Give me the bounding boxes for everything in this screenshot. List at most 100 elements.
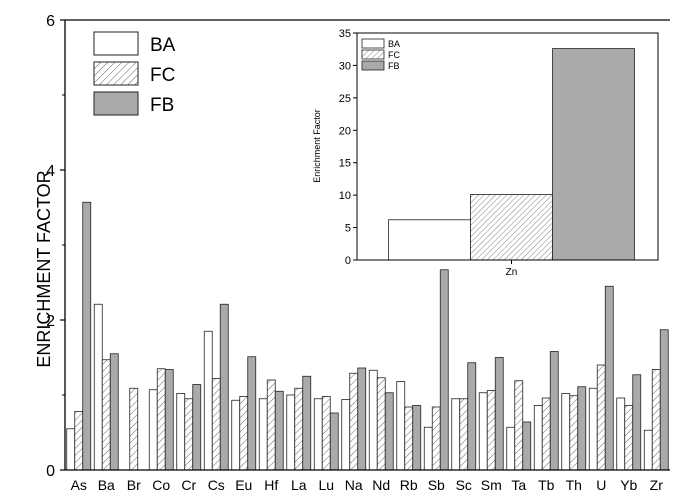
bar-fb-tb [549,351,559,471]
bar-fc-tb [541,397,551,471]
x-tick-label-sc: Sc [456,477,472,493]
y-tick-label-6: 6 [46,13,55,30]
x-tick-label-lu: Lu [318,477,334,493]
bar-ba-rb [396,381,406,471]
bar-fb-yb [632,374,642,471]
legend-label-fc: FC [150,65,175,86]
inset-legend-swatch-ba [361,38,385,49]
y-axis-label: ENRICHMENT FACTOR [34,170,54,367]
bar-fc-ba [101,359,111,471]
inset-y-tick-label-10: 10 [339,190,351,202]
bar-fb-nd [384,392,394,471]
bar-fb-ta [522,421,532,471]
x-tick-label-br: Br [127,477,141,493]
bar-fc-cr [184,398,194,471]
bar-ba-la [286,394,296,471]
inset-y-tick-label-15: 15 [339,158,351,170]
legend-swatch-ba [93,31,139,56]
inset-legend-swatch-fb [361,60,385,71]
bar-fc-sb [431,406,441,471]
x-tick-label-as: As [71,477,87,493]
bar-ba-ba [93,303,103,471]
x-tick-label-co: Co [152,477,170,493]
inset-x-tick-label-zn: Zn [506,267,518,278]
inset-bar-fc-zn [470,194,553,261]
inset-y-tick-label-5: 5 [345,223,351,235]
y-tick-label-4: 4 [46,163,55,180]
y-tick-label-2: 2 [46,313,55,330]
legend-label-fb: FB [150,95,174,116]
legend-swatch-fb [93,91,139,116]
inset-bar-ba-zn [388,219,471,261]
bar-fb-la [302,375,312,471]
x-tick-label-u: U [596,477,606,493]
bar-ba-ta [506,426,516,471]
bar-fc-rb [404,406,414,471]
inset-legend-label-fb: FB [388,61,400,71]
bar-fb-rb [412,405,422,471]
bar-fc-yb [624,405,634,471]
inset-y-tick-label-0: 0 [345,255,351,267]
bar-fb-na [357,367,367,471]
bar-ba-sc [451,398,461,471]
x-tick-label-zr: Zr [650,477,664,493]
bar-fb-cs [219,303,229,471]
bar-ba-hf [258,398,268,471]
x-tick-label-tb: Tb [538,477,555,493]
bar-ba-lu [313,398,323,471]
bar-fc-na [349,372,359,471]
bar-ba-cr [176,393,186,471]
bar-ba-eu [231,399,241,471]
bar-ba-zr [643,429,653,471]
bar-fb-cr [192,384,202,471]
inset-chart: 0 5 10 15 20 25 30 35 Zn Enrichment Factor BAFCF… [312,28,659,278]
bar-fc-lu [321,396,331,471]
x-tick-label-la: La [291,477,307,493]
bar-ba-tb [533,405,543,471]
bar-fc-u [596,364,606,471]
bar-ba-yb [616,397,626,471]
bar-fc-sm [486,390,496,471]
bar-fb-co [164,369,174,471]
main-axes: As Ba Br Co Cr Cs Eu Hf La Lu Na Nd Rb Sb Sc Sm Ta Tb Th U Y… [46,13,670,493]
inset-y-tick-label-20: 20 [339,125,351,137]
bar-ba-na [341,399,351,471]
bar-fb-eu [247,356,257,471]
legend-swatch-fc [93,61,139,86]
bar-fb-hf [274,390,284,471]
inset-legend-label-fc: FC [388,50,400,60]
x-tick-label-hf: Hf [264,477,278,493]
bar-fc-br [129,387,139,471]
inset-legend-swatch-fc [361,49,385,60]
legend: BA FC FB [93,31,176,116]
bar-ba-nd [368,369,378,471]
bar-fb-sc [467,362,477,471]
bar-fc-la [294,387,304,471]
bar-fb-sb [439,269,449,471]
x-tick-label-eu: Eu [235,477,252,493]
bar-ba-as [66,428,76,471]
bar-fc-as [74,411,84,471]
inset-frame [356,32,659,261]
inset-bar-fb-zn [552,48,635,261]
inset-y-tick-label-30: 30 [339,60,351,72]
x-tick-label-nd: Nd [372,477,390,493]
bar-fc-eu [239,396,249,471]
bar-fc-co [156,368,166,471]
inset-axes: 0 5 10 15 20 25 30 35 Zn [339,28,659,278]
x-tick-label-th: Th [566,477,582,493]
x-tick-label-cs: Cs [208,477,225,493]
bar-ba-co [148,389,158,471]
x-tick-label-ba: Ba [98,477,115,493]
inset-legend-label-ba: BA [388,39,400,49]
x-tick-label-ta: Ta [511,477,526,493]
bar-fb-sm [494,357,504,471]
bar-ba-cs [203,330,213,471]
bar-ba-u [588,387,598,471]
inset-y-axis-label: Enrichment Factor [312,109,322,183]
bar-fb-as [82,201,92,471]
bar-ba-sb [423,426,433,471]
bar-fc-hf [266,379,276,471]
inset-bars [388,48,635,261]
